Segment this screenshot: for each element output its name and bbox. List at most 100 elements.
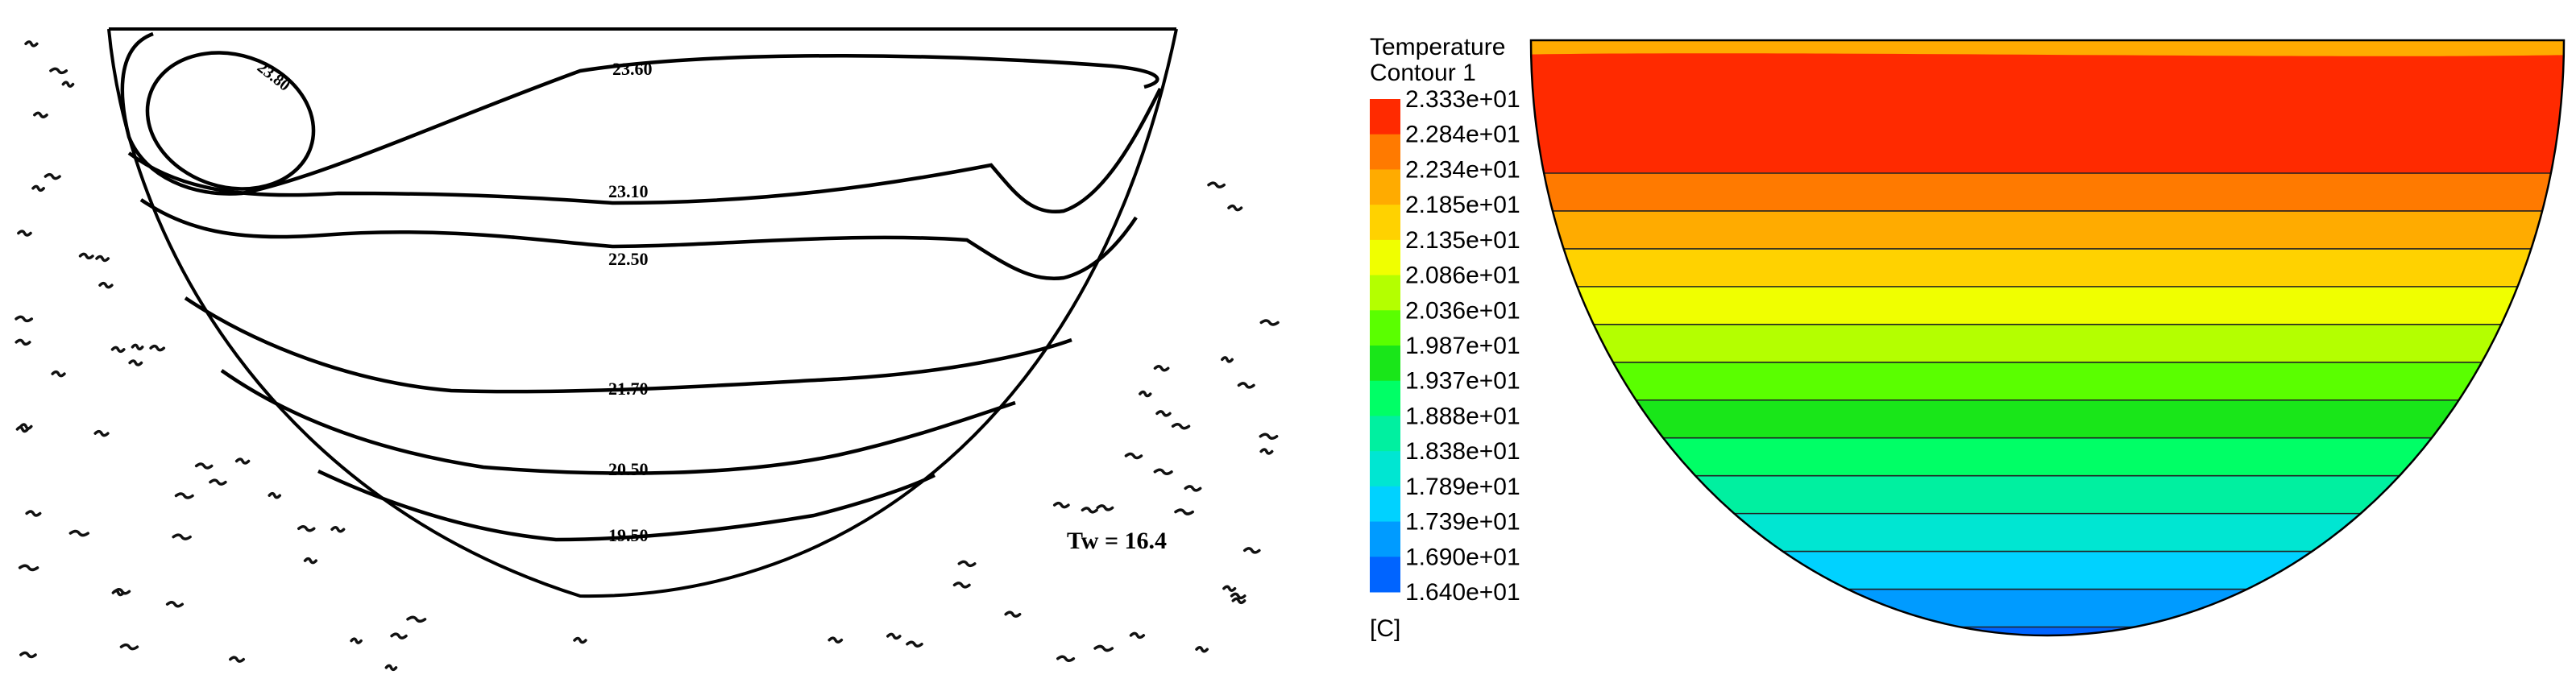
ripple-mark bbox=[303, 557, 317, 565]
ripple-mark bbox=[297, 525, 316, 532]
isotherm-label-20.50: 20.50 bbox=[608, 459, 649, 479]
ripple-mark bbox=[31, 184, 45, 192]
legend-swatch bbox=[1370, 486, 1400, 523]
ripple-mark bbox=[268, 491, 282, 499]
legend-tick-label: 1.640e+01 bbox=[1405, 579, 1520, 606]
domain-outline bbox=[1529, 39, 2566, 637]
ripple-mark bbox=[165, 600, 185, 608]
ripple-mark bbox=[111, 589, 125, 597]
ripple-mark bbox=[1174, 508, 1194, 515]
legend-tick-label: 2.135e+01 bbox=[1405, 227, 1520, 254]
ripple-mark bbox=[25, 510, 42, 517]
isotherm-label-19.50: 19.50 bbox=[608, 525, 649, 545]
ripple-mark bbox=[19, 423, 33, 430]
legend-swatch bbox=[1370, 169, 1400, 205]
legend-tick-label: 1.987e+01 bbox=[1405, 333, 1520, 359]
ripple-mark bbox=[886, 632, 902, 640]
ripple-mark bbox=[209, 478, 227, 486]
ripple-mark bbox=[1184, 485, 1202, 492]
legend-tick-label: 1.838e+01 bbox=[1405, 438, 1520, 465]
legend-swatch bbox=[1370, 99, 1400, 135]
contour-line bbox=[1531, 587, 2564, 591]
ripple-mark bbox=[24, 40, 39, 48]
ripple-mark bbox=[1153, 468, 1173, 476]
legend-swatch bbox=[1370, 310, 1400, 346]
isotherm-21.70 bbox=[184, 296, 1072, 394]
ripple-mark bbox=[15, 338, 31, 346]
isotherm-label-21.70: 21.70 bbox=[608, 379, 649, 399]
legend-tick-label: 2.036e+01 bbox=[1405, 297, 1520, 324]
contour-band bbox=[1531, 286, 2564, 329]
contour-line bbox=[1531, 209, 2564, 213]
legend-tick-label: 1.888e+01 bbox=[1405, 403, 1520, 429]
legend-swatch bbox=[1370, 451, 1400, 487]
isotherm-22.50 bbox=[139, 198, 1138, 280]
ripple-mark bbox=[1056, 655, 1076, 662]
ripple-mark bbox=[1093, 644, 1114, 652]
isotherm-label-23.10: 23.10 bbox=[608, 181, 649, 201]
ripple-mark bbox=[390, 632, 408, 640]
ripple-mark bbox=[1081, 507, 1098, 514]
contour-band bbox=[1531, 361, 2564, 404]
contour-band bbox=[1531, 172, 2564, 215]
isotherm-20.50 bbox=[220, 369, 1016, 475]
ripple-mark bbox=[18, 564, 39, 572]
contour-line bbox=[1531, 474, 2564, 478]
legend-swatch bbox=[1370, 239, 1400, 276]
legend-tick-label: 2.284e+01 bbox=[1405, 122, 1520, 148]
ripple-mark bbox=[17, 230, 32, 237]
ripple-mark bbox=[828, 636, 844, 644]
contour-line bbox=[1531, 323, 2564, 326]
ripple-mark bbox=[1004, 611, 1022, 618]
legend-swatch bbox=[1370, 346, 1400, 382]
ripple-mark bbox=[51, 370, 66, 378]
ripple-mark bbox=[1242, 547, 1261, 554]
ripple-mark bbox=[33, 111, 48, 118]
ripple-mark bbox=[128, 359, 143, 366]
isotherm-23.10 bbox=[127, 87, 1163, 214]
ripple-mark bbox=[19, 651, 37, 659]
ripple-mark bbox=[98, 281, 114, 289]
legend-tick-label: 2.185e+01 bbox=[1405, 192, 1520, 218]
contour-band bbox=[1531, 588, 2564, 631]
contour-band bbox=[1531, 53, 2564, 178]
ripple-mark bbox=[95, 255, 110, 263]
ripple-mark bbox=[93, 429, 110, 437]
contour-line bbox=[1531, 549, 2564, 553]
wall-temperature-label: Tw = 16.4 bbox=[1067, 528, 1167, 554]
contour-line bbox=[1531, 247, 2564, 250]
ripple-mark bbox=[1096, 504, 1114, 511]
ripple-mark bbox=[1231, 597, 1247, 605]
contour-band bbox=[1531, 210, 2564, 253]
contour-bands bbox=[1531, 40, 2564, 635]
legend-tick-labels: 2.333e+01 2.284e+01 2.234e+01 2.185e+01 2.13… bbox=[1405, 86, 1520, 606]
ripple-mark bbox=[350, 637, 363, 644]
ripple-mark bbox=[406, 615, 427, 623]
ripple-mark bbox=[44, 172, 61, 180]
isotherm-label-23.80: 23.80 bbox=[254, 59, 293, 95]
ripple-mark bbox=[1222, 585, 1237, 592]
ripple-mark bbox=[1124, 452, 1143, 460]
legend-swatch bbox=[1370, 557, 1400, 593]
ripple-mark bbox=[1259, 448, 1274, 455]
ripple-mark bbox=[234, 457, 251, 465]
legend-tick-label: 1.739e+01 bbox=[1405, 509, 1520, 536]
ripple-mark bbox=[1230, 592, 1247, 600]
legend-swatch bbox=[1370, 205, 1400, 241]
contour-plot bbox=[1529, 39, 2566, 637]
simulated-contour-panel: Temperature Contour 1 2.333e+01 2.284e+01… bbox=[1370, 34, 2566, 642]
measured-isotherm-panel: 23.80 23.60 23.10 22.50 21.70 20.50 19.5… bbox=[15, 27, 1280, 672]
ripple-mark bbox=[61, 81, 75, 88]
ripple-mark bbox=[1227, 204, 1243, 212]
ripple-mark bbox=[1207, 181, 1226, 188]
legend-tick-label: 2.234e+01 bbox=[1405, 156, 1520, 183]
ripple-mark bbox=[229, 656, 246, 663]
ripple-mark bbox=[110, 346, 126, 354]
contour-band bbox=[1531, 512, 2564, 556]
contour-band bbox=[1531, 437, 2564, 480]
ripple-mark bbox=[952, 582, 971, 589]
ripple-mark bbox=[1139, 390, 1152, 398]
contour-band bbox=[1531, 550, 2564, 594]
ripple-mark bbox=[384, 664, 398, 672]
legend-swatch bbox=[1370, 521, 1400, 557]
